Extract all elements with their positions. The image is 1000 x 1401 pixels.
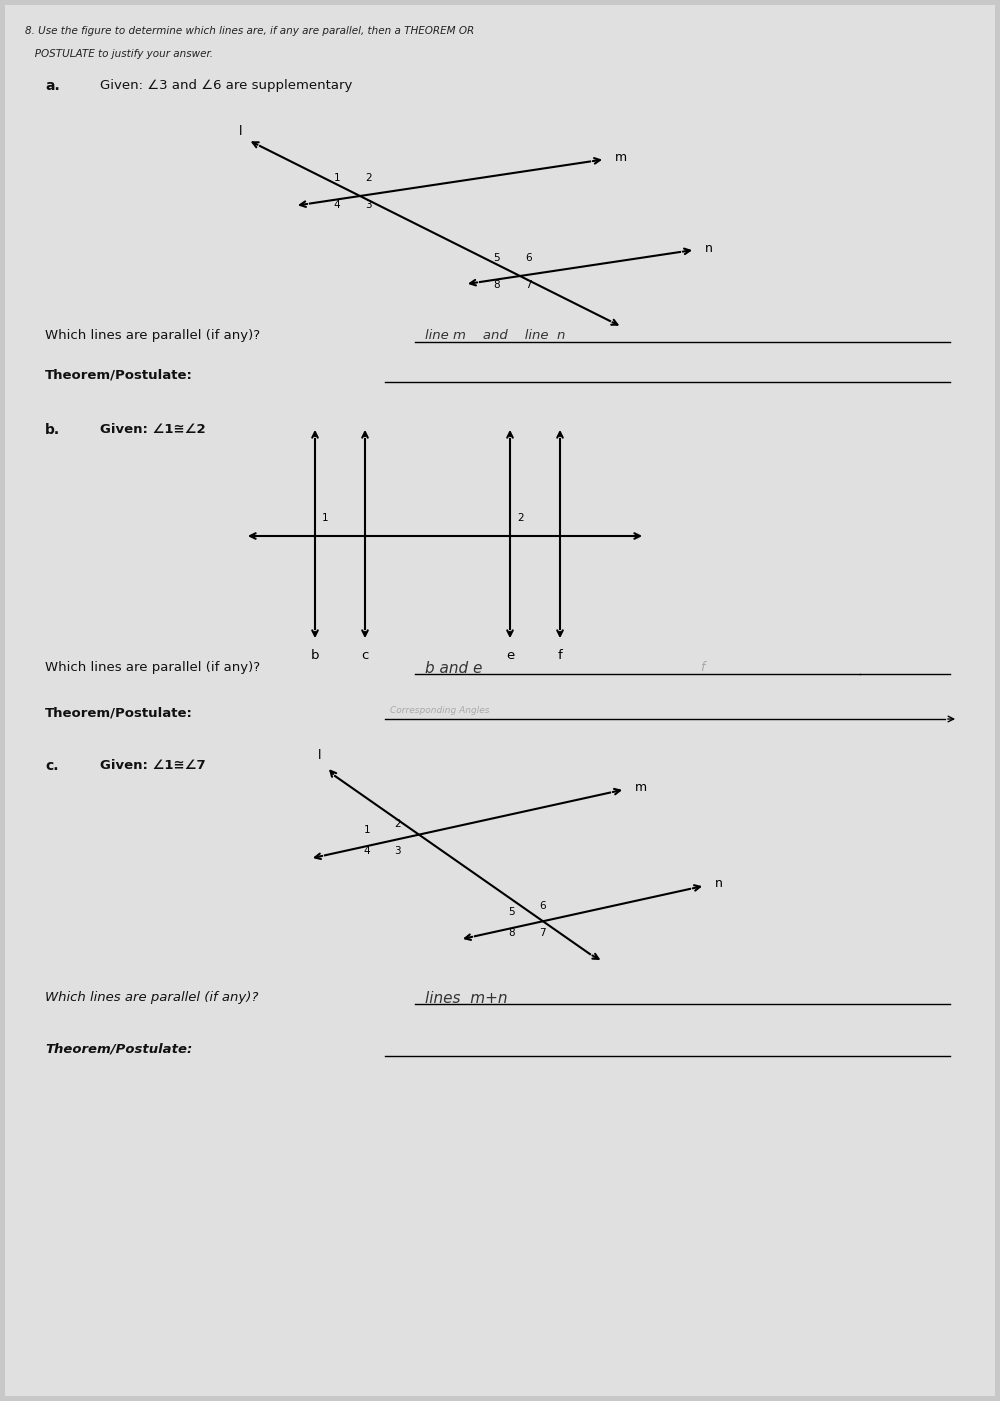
Text: f: f bbox=[700, 661, 704, 674]
Text: b.: b. bbox=[45, 423, 60, 437]
Text: b: b bbox=[311, 649, 319, 663]
Text: 8. Use the figure to determine which lines are, if any are parallel, then a THEO: 8. Use the figure to determine which lin… bbox=[25, 27, 474, 36]
Text: Corresponding Angles: Corresponding Angles bbox=[390, 706, 490, 715]
Text: c.: c. bbox=[45, 759, 58, 773]
Text: Theorem/Postulate:: Theorem/Postulate: bbox=[45, 368, 193, 382]
Text: Which lines are parallel (if any)?: Which lines are parallel (if any)? bbox=[45, 991, 258, 1005]
Text: 1: 1 bbox=[322, 513, 329, 523]
Text: 2: 2 bbox=[394, 820, 401, 829]
Text: l: l bbox=[317, 750, 321, 762]
Text: n: n bbox=[705, 242, 713, 255]
Text: e: e bbox=[506, 649, 514, 663]
Text: Given: ∠1≅∠2: Given: ∠1≅∠2 bbox=[100, 423, 206, 436]
Text: m: m bbox=[635, 780, 647, 793]
Text: l: l bbox=[239, 125, 242, 139]
Text: 1: 1 bbox=[333, 172, 340, 184]
Text: b and e: b and e bbox=[425, 661, 482, 677]
Text: Given: ∠3 and ∠6 are supplementary: Given: ∠3 and ∠6 are supplementary bbox=[100, 78, 352, 92]
Text: c: c bbox=[361, 649, 369, 663]
Text: lines  m+n: lines m+n bbox=[425, 991, 508, 1006]
Text: n: n bbox=[715, 877, 723, 890]
Text: 4: 4 bbox=[363, 846, 370, 856]
Text: a.: a. bbox=[45, 78, 60, 92]
Text: line m    and    line  n: line m and line n bbox=[425, 329, 565, 342]
Text: 3: 3 bbox=[365, 200, 372, 210]
Text: 7: 7 bbox=[525, 280, 532, 290]
Text: 5: 5 bbox=[493, 254, 500, 263]
Text: Which lines are parallel (if any)?: Which lines are parallel (if any)? bbox=[45, 661, 260, 674]
Text: 2: 2 bbox=[365, 172, 372, 184]
Text: Theorem/Postulate:: Theorem/Postulate: bbox=[45, 1042, 192, 1056]
Text: 5: 5 bbox=[508, 906, 515, 918]
Text: 3: 3 bbox=[394, 846, 401, 856]
Text: 4: 4 bbox=[333, 200, 340, 210]
Text: Which lines are parallel (if any)?: Which lines are parallel (if any)? bbox=[45, 329, 260, 342]
Text: 8: 8 bbox=[493, 280, 500, 290]
FancyBboxPatch shape bbox=[5, 6, 995, 1395]
Text: m: m bbox=[615, 151, 627, 164]
Text: POSTULATE to justify your answer.: POSTULATE to justify your answer. bbox=[25, 49, 213, 59]
Text: 7: 7 bbox=[539, 927, 546, 939]
Text: 1: 1 bbox=[363, 825, 370, 835]
Text: 6: 6 bbox=[525, 254, 532, 263]
Text: 8: 8 bbox=[508, 927, 515, 939]
Text: 6: 6 bbox=[539, 901, 546, 911]
Text: Given: ∠1≅∠7: Given: ∠1≅∠7 bbox=[100, 759, 206, 772]
Text: 2: 2 bbox=[517, 513, 524, 523]
Text: f: f bbox=[558, 649, 562, 663]
Text: Theorem/Postulate:: Theorem/Postulate: bbox=[45, 706, 193, 719]
